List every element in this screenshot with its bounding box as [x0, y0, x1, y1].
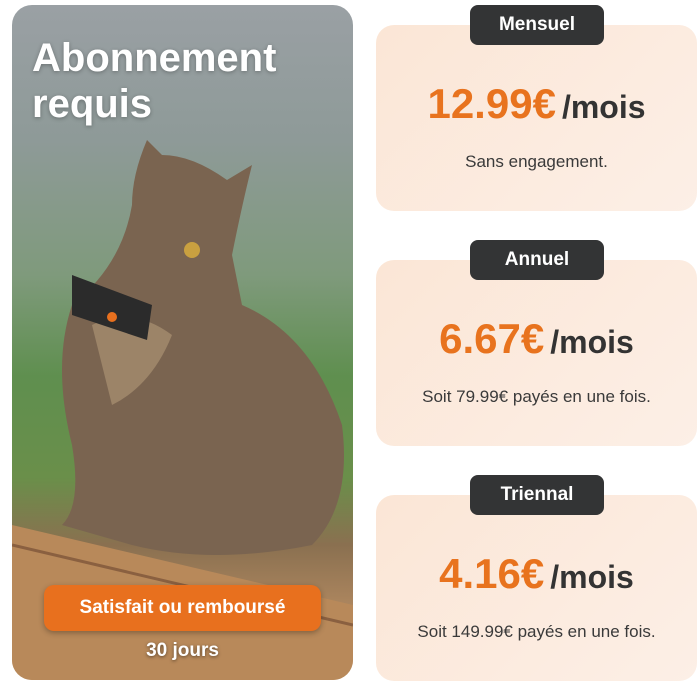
plan-price: 4.16€	[439, 550, 545, 597]
plan-card-annual[interactable]: 6.67€/mois Soit 79.99€ payés en une fois…	[376, 260, 697, 446]
plan-unit: /mois	[561, 89, 646, 125]
plan-price: 6.67€	[439, 315, 545, 362]
photo-title: Abonnement requis	[32, 35, 276, 127]
plan-note: Soit 149.99€ payés en une fois.	[417, 622, 656, 641]
plan-unit: /mois	[550, 324, 634, 360]
plan-unit: /mois	[550, 559, 634, 595]
plan-price: 12.99€	[427, 80, 556, 127]
plan-card-triennial[interactable]: 4.16€/mois Soit 149.99€ payés en une foi…	[376, 495, 697, 681]
cat-photo: Abonnement requis	[12, 5, 353, 680]
plan-badge-monthly: Mensuel	[470, 5, 604, 45]
plan-badge-triennial: Triennal	[470, 475, 604, 515]
title-line-2: requis	[32, 82, 153, 126]
guarantee-period: 30 jours	[146, 640, 219, 661]
plan-note: Soit 79.99€ payés en une fois.	[422, 387, 651, 406]
plan-note: Sans engagement.	[465, 152, 608, 171]
title-line-1: Abonnement	[32, 36, 277, 80]
guarantee-badge: Satisfait ou remboursé	[44, 585, 321, 631]
plan-badge-annual: Annuel	[470, 240, 604, 280]
plan-card-monthly[interactable]: 12.99€/mois Sans engagement.	[376, 25, 697, 211]
